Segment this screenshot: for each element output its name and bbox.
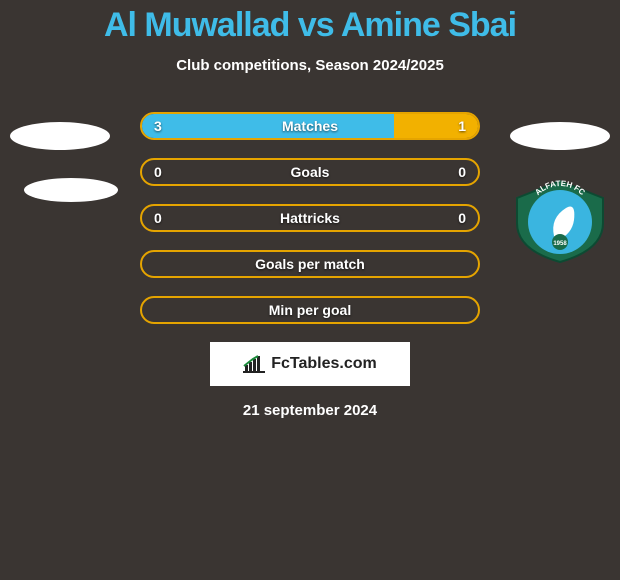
bar-min-per-goal: Min per goal <box>140 296 480 324</box>
bar-label: Goals per match <box>142 252 478 276</box>
subtitle: Club competitions, Season 2024/2025 <box>0 57 620 74</box>
bar-value-right: 0 <box>458 206 466 230</box>
bar-goals: 0 Goals 0 <box>140 158 480 186</box>
bar-hattricks: 0 Hattricks 0 <box>140 204 480 232</box>
bar-label: Min per goal <box>142 298 478 322</box>
chart-icon <box>243 355 265 373</box>
player-left-marker-top <box>10 122 110 150</box>
bar-goals-per-match: Goals per match <box>140 250 480 278</box>
club-badge-alfateh: ALFATEH FC 1958 <box>510 178 610 264</box>
bar-label: Hattricks <box>142 206 478 230</box>
page-title: Al Muwallad vs Amine Sbai <box>0 0 620 45</box>
brand-text: FcTables.com <box>271 355 377 373</box>
player-left-marker-bottom <box>24 178 118 202</box>
player-right-marker-top <box>510 122 610 150</box>
date-text: 21 september 2024 <box>0 402 620 419</box>
brand-box: FcTables.com <box>210 342 410 386</box>
comparison-bars: 3 Matches 1 0 Goals 0 0 Hattricks 0 Goal… <box>140 112 480 324</box>
bar-value-right: 1 <box>458 114 466 138</box>
bar-label: Goals <box>142 160 478 184</box>
bar-matches: 3 Matches 1 <box>140 112 480 140</box>
bar-label: Matches <box>142 114 478 138</box>
bar-value-right: 0 <box>458 160 466 184</box>
svg-text:1958: 1958 <box>553 241 567 247</box>
